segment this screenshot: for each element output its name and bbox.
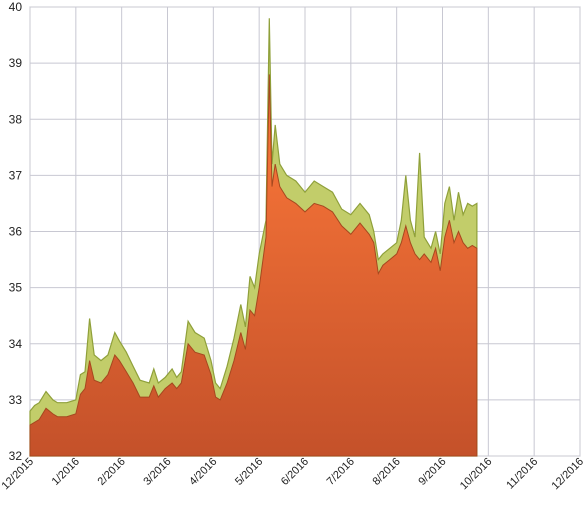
x-tick-label: 12/2016 [550, 456, 587, 493]
x-tick-label: 7/2016 [325, 456, 357, 488]
x-tick-label: 6/2016 [279, 456, 311, 488]
x-tick-label: 9/2016 [416, 456, 448, 488]
series-lower-area [29, 74, 478, 457]
x-axis-ticks: 12/2015 1/2016 2/2016 3/2016 4/2016 5/2016 6/2… [0, 456, 586, 493]
x-tick-label: 2/2016 [96, 456, 128, 488]
y-tick-label: 33 [9, 393, 23, 407]
y-tick-label: 36 [9, 225, 23, 239]
x-tick-label: 4/2016 [187, 456, 219, 488]
series-areas [29, 18, 478, 457]
y-tick-label: 32 [9, 449, 23, 463]
x-tick-label: 1/2016 [50, 456, 82, 488]
y-tick-label: 35 [9, 281, 23, 295]
y-tick-label: 37 [9, 168, 23, 182]
x-tick-label: 5/2016 [233, 456, 265, 488]
x-tick-label: 11/2016 [504, 456, 540, 492]
x-tick-label: 8/2016 [371, 456, 403, 488]
x-tick-label: 10/2016 [458, 456, 495, 493]
y-tick-label: 40 [9, 0, 23, 14]
y-axis-ticks: 32 33 34 35 36 37 38 39 40 [9, 0, 23, 463]
y-tick-label: 34 [9, 337, 23, 351]
y-tick-label: 39 [9, 56, 23, 70]
x-tick-label: 3/2016 [141, 456, 173, 488]
y-tick-label: 38 [9, 112, 23, 126]
